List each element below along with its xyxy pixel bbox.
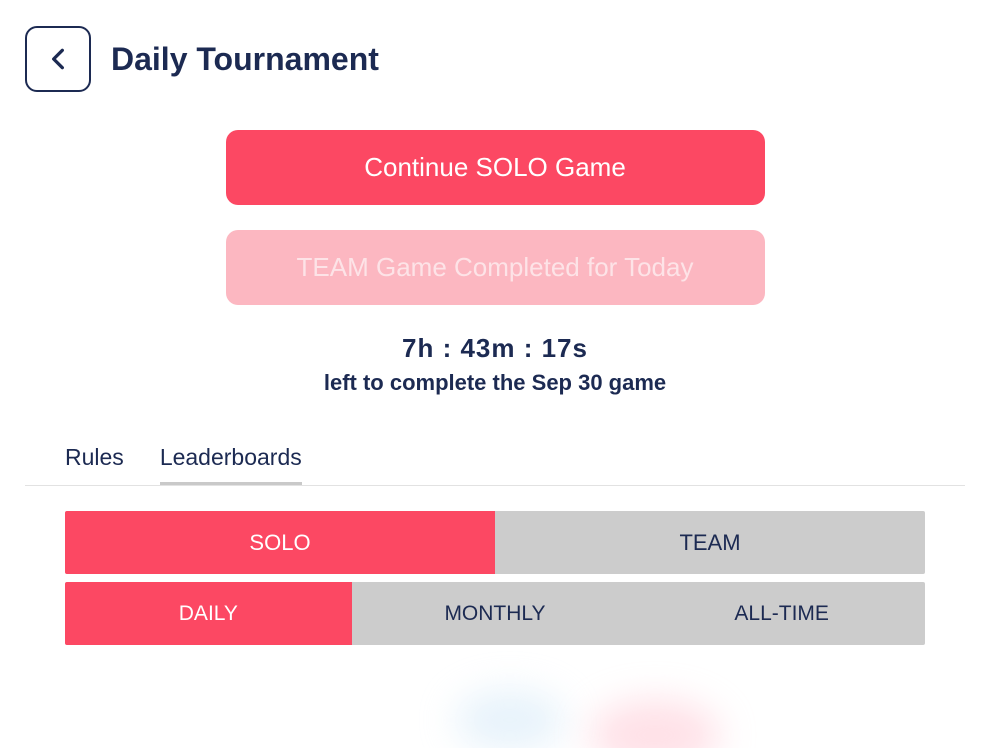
decorative-blob-pink	[590, 700, 720, 748]
continue-solo-game-button[interactable]: Continue SOLO Game	[226, 130, 765, 205]
period-daily[interactable]: DAILY	[65, 582, 352, 645]
period-all-time[interactable]: ALL-TIME	[638, 582, 925, 645]
countdown-block: 7h : 43m : 17s left to complete the Sep …	[225, 333, 765, 396]
tab-leaderboards[interactable]: Leaderboards	[160, 444, 302, 485]
tab-rules[interactable]: Rules	[65, 444, 124, 485]
category-selector-table: SOLO TEAM	[65, 511, 925, 574]
category-team[interactable]: TEAM	[495, 511, 925, 574]
team-game-completed-button: TEAM Game Completed for Today	[226, 230, 765, 305]
countdown-time: 7h : 43m : 17s	[225, 333, 765, 364]
tabs-row: Rules Leaderboards	[0, 444, 990, 485]
countdown-label: left to complete the Sep 30 game	[225, 370, 765, 396]
back-button[interactable]	[25, 26, 91, 92]
period-selector-table: DAILY MONTHLY ALL-TIME	[65, 582, 925, 645]
decorative-blob-blue	[455, 690, 565, 748]
period-monthly[interactable]: MONTHLY	[352, 582, 639, 645]
tabs-divider	[25, 485, 965, 486]
main-content: Continue SOLO Game TEAM Game Completed f…	[0, 130, 990, 396]
page-header: Daily Tournament	[0, 0, 990, 92]
page-title: Daily Tournament	[111, 41, 379, 78]
chevron-left-icon	[45, 46, 71, 72]
category-solo[interactable]: SOLO	[65, 511, 495, 574]
